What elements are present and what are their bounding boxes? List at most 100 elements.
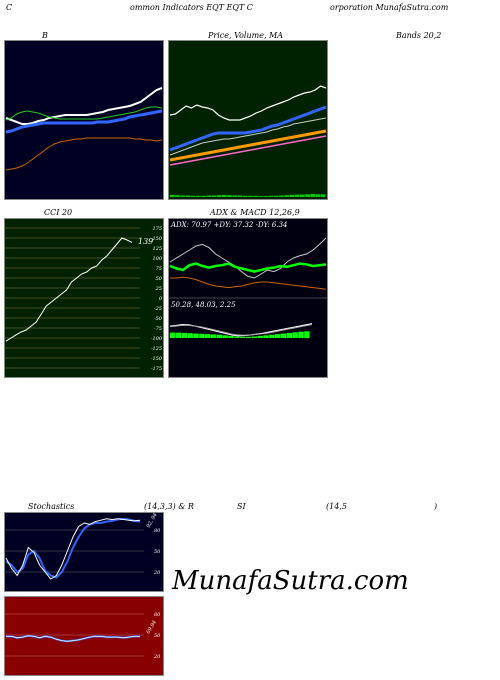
volume-bar	[222, 194, 227, 197]
cci-tick-label: 0	[159, 296, 163, 302]
cci-tick-label: 25	[155, 286, 162, 292]
macd-hist-bar	[251, 336, 258, 338]
volume-bar	[274, 195, 279, 197]
volume-bar	[253, 195, 258, 197]
volume-bar	[268, 195, 274, 197]
macd-hist-bar	[286, 332, 293, 338]
stoch-panel: 80 50 20 92, 94	[4, 512, 164, 592]
rsi-series-1	[6, 635, 140, 642]
rsi-panel: 80 50 20 69.94	[4, 596, 164, 676]
volume-bar	[190, 195, 196, 197]
stoch-title: Stochastics	[28, 502, 75, 511]
cci-tick-label: -175	[151, 366, 162, 372]
cci-tick-label: -50	[154, 316, 163, 322]
macd-hist-bar	[187, 333, 193, 338]
bollinger-series-3	[5, 137, 163, 171]
bollinger-panel	[4, 40, 164, 200]
macd-hist-bar	[263, 335, 269, 338]
stoch-params: (14,3,3) & R	[144, 502, 194, 511]
cci-tick-label: 75	[156, 266, 162, 272]
volume-bar	[289, 194, 295, 197]
price-series-3	[169, 129, 327, 162]
volume-bar	[279, 195, 284, 197]
rsi-title: SI	[237, 502, 246, 511]
volume-bar	[315, 194, 321, 197]
cci-tick-label: 125	[152, 246, 162, 252]
cci-tick-label: -150	[151, 356, 163, 362]
bands-title: Bands 20,2	[396, 31, 442, 40]
adx-series-1	[169, 262, 327, 273]
stoch-tick-label: 20	[153, 570, 161, 576]
bollinger-title: B	[42, 31, 48, 40]
adx-values-label: ADX: 70.97 +DY: 37.32 -DY: 6.34	[170, 221, 287, 229]
macd-hist-bar	[222, 335, 228, 338]
watermark: MunafaSutra.com	[172, 566, 409, 596]
volume-bar	[284, 195, 290, 197]
price-series-0	[169, 85, 327, 121]
macd-hist-bar	[175, 332, 182, 338]
macd-hist-bar	[269, 334, 275, 338]
macd-series-1	[169, 324, 313, 336]
volume-bar	[206, 195, 212, 197]
volume-bar	[232, 195, 238, 197]
cci-tick-label: -75	[154, 326, 162, 332]
price-panel	[168, 40, 328, 200]
stoch-tick-label: 80	[154, 528, 161, 534]
stoch-bg	[4, 512, 164, 592]
macd-hist-bar	[210, 334, 217, 338]
macd-hist-bar	[205, 334, 211, 338]
adx-macd-chart: ADX: 70.97 +DY: 37.32 -DY: 6.34 50.28, 48…	[168, 218, 328, 378]
macd-hist-bar	[257, 335, 263, 338]
macd-hist-bar	[280, 333, 287, 338]
volume-bar	[227, 195, 232, 197]
cci-title: CCI 20	[44, 208, 73, 217]
cci-tick-label: -100	[151, 336, 163, 342]
volume-bar	[216, 195, 222, 197]
bollinger-series-1	[5, 109, 163, 134]
macd-hist-bar	[304, 331, 310, 339]
volume-bar	[211, 195, 217, 197]
cci-tick-label: 175	[152, 226, 162, 232]
volume-bar	[258, 196, 264, 197]
price-series-2	[169, 117, 327, 156]
rsi-close-paren: )	[434, 502, 438, 511]
macd-hist-bar	[234, 336, 240, 338]
volume-bar	[170, 194, 175, 197]
header-c: C	[6, 3, 13, 12]
adx-title: ADX & MACD 12,26,9	[210, 208, 300, 217]
cci-panel: 175 150 125 100 75 50 25 0 -25 -50 -75 -100 -125 -150…	[4, 218, 164, 378]
volume-bar	[300, 194, 305, 197]
macd-hist-bar	[245, 336, 252, 338]
cci-last-value: 139	[138, 237, 153, 246]
adx-panel: ADX: 70.97 +DY: 37.32 -DY: 6.34 50.28, 48…	[168, 218, 328, 378]
bollinger-series-2	[5, 106, 163, 121]
cci-tick-label: -25	[154, 306, 162, 312]
price-series-4	[169, 135, 327, 166]
volume-bar	[310, 194, 316, 197]
header-title-part2: orporation MunafaSutra.com	[330, 3, 449, 12]
volume-bar	[263, 196, 269, 197]
cci-tick-label: -125	[151, 346, 162, 352]
volume-bar	[175, 195, 180, 197]
volume-bar	[320, 194, 326, 197]
header-title-part1: ommon Indicators EQT EQT C	[130, 3, 253, 12]
price-series-1	[169, 105, 327, 152]
macd-hist-bar	[298, 331, 304, 338]
macd-hist-bar	[193, 333, 199, 338]
macd-values-label: 50.28, 48.03, 2.25	[171, 301, 236, 309]
stoch-series-0	[5, 517, 141, 579]
price-title: Price, Volume, MA	[208, 31, 284, 40]
stoch-tick-label: 50	[154, 549, 161, 555]
cci-line	[5, 237, 133, 342]
volume-bar	[242, 195, 248, 197]
cci-tick-label: 50	[156, 276, 163, 282]
rsi-tick-label: 20	[153, 654, 161, 660]
bollinger-bg	[4, 40, 164, 200]
macd-hist-bar	[275, 334, 281, 338]
rsi-tick-label: 50	[154, 633, 161, 639]
macd-hist-bar	[170, 332, 176, 338]
volume-bar	[237, 195, 243, 197]
adx-series-2	[170, 276, 327, 290]
bollinger-chart	[4, 40, 164, 200]
